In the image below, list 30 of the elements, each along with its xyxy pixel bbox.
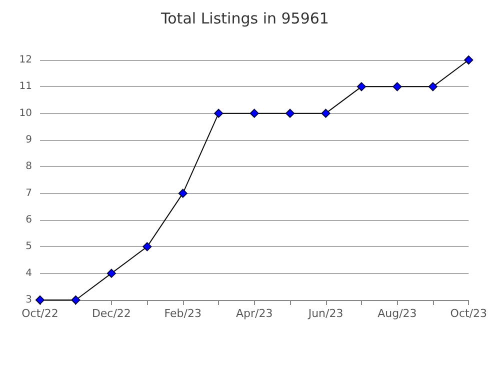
- x-tick-label: Oct/23: [450, 307, 488, 320]
- x-tick-label: Dec/22: [92, 307, 131, 320]
- point: [356, 82, 366, 92]
- point: [428, 82, 438, 92]
- point: [142, 242, 152, 252]
- point: [214, 108, 224, 118]
- y-tick-label: 6: [26, 214, 32, 226]
- y-tick-label: 4: [26, 268, 32, 279]
- chart-title: Total Listings in 95961: [160, 10, 329, 28]
- y-tick-label: 11: [19, 81, 32, 92]
- point: [106, 268, 116, 278]
- y-tick-label: 7: [26, 188, 32, 199]
- x-tick-label: Apr/23: [236, 307, 273, 320]
- point: [464, 56, 474, 64]
- y-tick-label: 10: [19, 108, 32, 119]
- y-tick-label: 9: [26, 134, 32, 146]
- y-tick-label: 8: [26, 161, 32, 172]
- y-tick-label: 12: [19, 54, 32, 66]
- x-tick-label: Feb/23: [164, 307, 202, 320]
- y-tick-label: 5: [26, 241, 32, 252]
- point: [286, 108, 295, 118]
- point: [178, 188, 188, 198]
- point: [71, 296, 80, 304]
- point: [250, 108, 259, 118]
- x-tick-label: Jun/23: [307, 307, 344, 320]
- x-tick-label: Aug/23: [378, 307, 417, 320]
- point: [392, 82, 402, 92]
- y-tick-label: 3: [26, 294, 32, 306]
- x-tick-label: Oct/22: [22, 307, 58, 320]
- point: [321, 108, 330, 118]
